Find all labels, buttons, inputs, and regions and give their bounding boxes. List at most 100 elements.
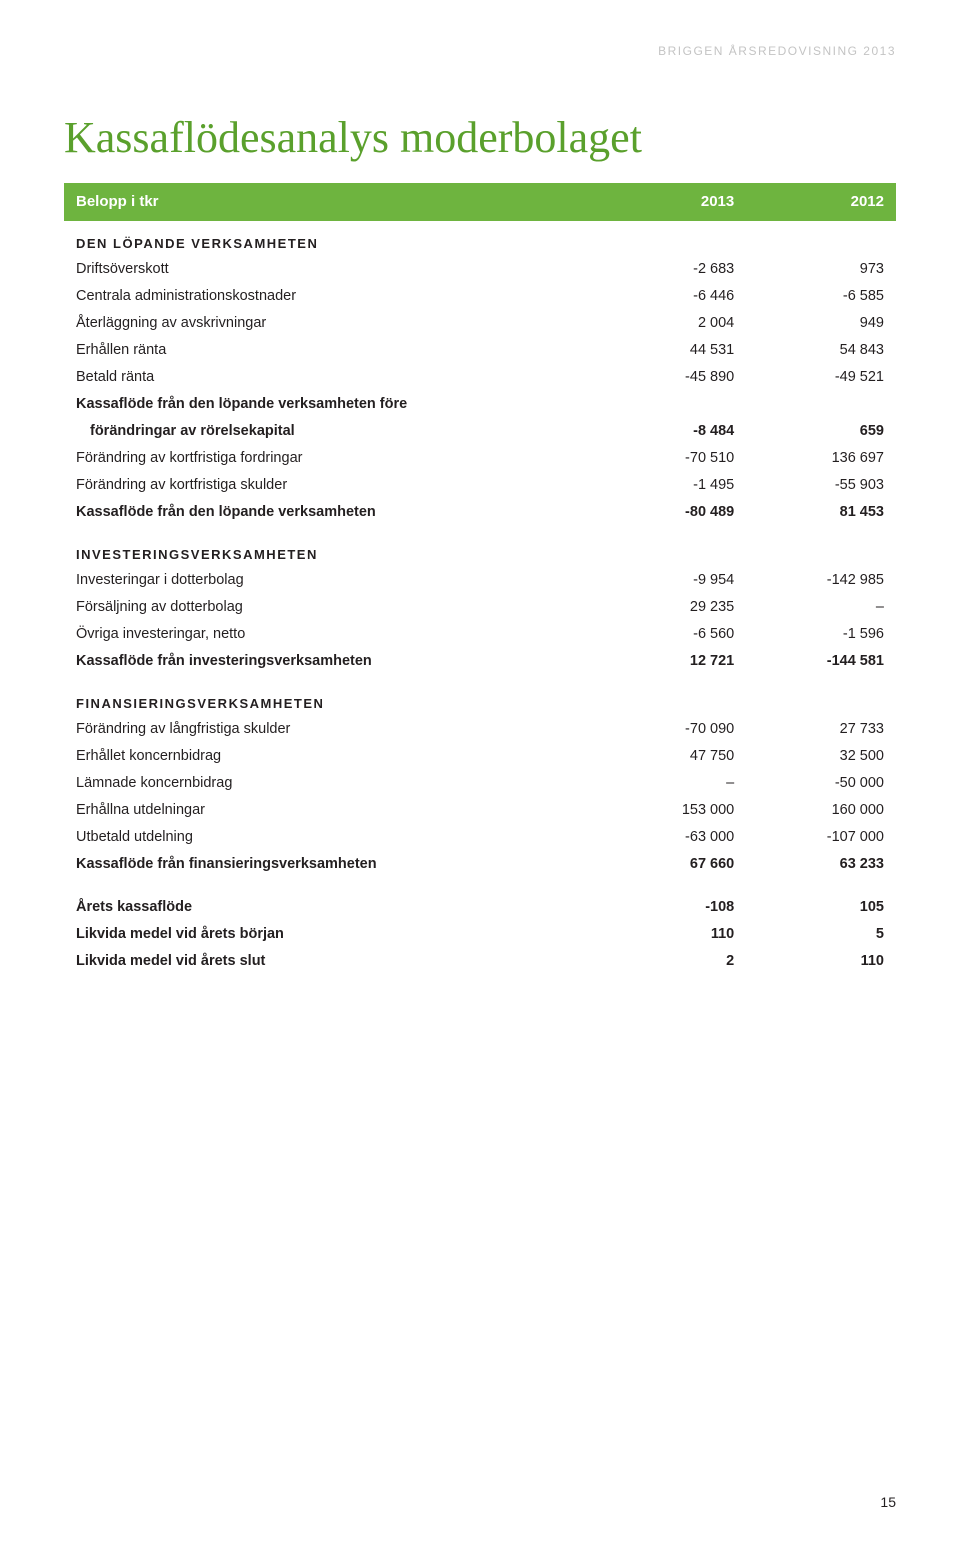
row-label: Förändring av långfristiga skulder [64,716,596,743]
section-heading: DEN LÖPANDE VERKSAMHETEN [64,221,896,256]
row-label: Kassaflöde från finansieringsverksamhete… [64,851,596,878]
table-row: Återläggning av avskrivningar2 004949 [64,310,896,337]
table-row: Erhållet koncernbidrag47 75032 500 [64,743,896,770]
row-value-2012: -6 585 [746,283,896,310]
table-row: Lämnade koncernbidrag–-50 000 [64,770,896,797]
table-row: Erhållna utdelningar153 000160 000 [64,797,896,824]
table-row: Driftsöverskott-2 683973 [64,256,896,283]
row-label: Centrala administrationskostnader [64,283,596,310]
table-row: FINANSIERINGSVERKSAMHETEN [64,675,896,716]
row-value-2013: 110 [596,921,746,948]
table-row: Försäljning av dotterbolag29 235– [64,594,896,621]
row-value-2013: -6 446 [596,283,746,310]
row-value-2012: -107 000 [746,824,896,851]
table-row: Betald ränta-45 890-49 521 [64,364,896,391]
row-value-2013: 47 750 [596,743,746,770]
row-label: Erhållna utdelningar [64,797,596,824]
row-label: Årets kassaflöde [64,894,596,921]
table-row: Kassaflöde från den löpande verksamheten… [64,391,896,418]
row-value-2012: 54 843 [746,337,896,364]
row-label: Övriga investeringar, netto [64,621,596,648]
table-row [64,878,896,894]
row-value-2012: -144 581 [746,648,896,675]
row-label: Försäljning av dotterbolag [64,594,596,621]
section-heading: INVESTERINGSVERKSAMHETEN [64,526,896,567]
table-row: Kassaflöde från den löpande verksamheten… [64,499,896,526]
row-value-2012: 110 [746,948,896,975]
table-row: Centrala administrationskostnader-6 446-… [64,283,896,310]
table-row: Utbetald utdelning-63 000-107 000 [64,824,896,851]
row-value-2013: 2 004 [596,310,746,337]
row-label: Lämnade koncernbidrag [64,770,596,797]
row-value-2012: 136 697 [746,445,896,472]
row-label: Kassaflöde från den löpande verksamheten… [64,391,596,418]
row-value-2013: 2 [596,948,746,975]
section-heading: FINANSIERINGSVERKSAMHETEN [64,675,896,716]
row-label: Erhållen ränta [64,337,596,364]
row-value-2013: -80 489 [596,499,746,526]
row-value-2013: 67 660 [596,851,746,878]
table-row: Erhållen ränta44 53154 843 [64,337,896,364]
table-row: Likvida medel vid årets början1105 [64,921,896,948]
row-value-2013: -45 890 [596,364,746,391]
row-label: Likvida medel vid årets slut [64,948,596,975]
row-value-2012: 160 000 [746,797,896,824]
row-value-2013: -70 510 [596,445,746,472]
row-value-2013: -108 [596,894,746,921]
row-value-2013: 12 721 [596,648,746,675]
table-row: Förändring av kortfristiga skulder-1 495… [64,472,896,499]
row-label: förändringar av rörelsekapital [64,418,596,445]
row-label: Utbetald utdelning [64,824,596,851]
row-value-2013 [596,391,746,418]
table-row: Kassaflöde från investeringsverksamheten… [64,648,896,675]
row-value-2012: 973 [746,256,896,283]
table-header-row: Belopp i tkr 2013 2012 [64,183,896,221]
row-value-2012: -49 521 [746,364,896,391]
row-value-2012: 27 733 [746,716,896,743]
table-row: Kassaflöde från finansieringsverksamhete… [64,851,896,878]
row-value-2012: 81 453 [746,499,896,526]
row-value-2012: -55 903 [746,472,896,499]
row-value-2013: -70 090 [596,716,746,743]
row-value-2013: -1 495 [596,472,746,499]
row-value-2013: – [596,770,746,797]
row-value-2012 [746,391,896,418]
col-header-label: Belopp i tkr [64,183,596,221]
row-value-2013: 44 531 [596,337,746,364]
row-value-2013: -8 484 [596,418,746,445]
row-value-2012: -50 000 [746,770,896,797]
row-value-2013: -6 560 [596,621,746,648]
row-label: Återläggning av avskrivningar [64,310,596,337]
table-row: Årets kassaflöde-108105 [64,894,896,921]
row-label: Likvida medel vid årets början [64,921,596,948]
table-row: Investeringar i dotterbolag-9 954-142 98… [64,567,896,594]
row-value-2012: -1 596 [746,621,896,648]
row-value-2012: – [746,594,896,621]
document-header-caption: BRIGGEN ÅRSREDOVISNING 2013 [64,44,896,58]
table-row: Övriga investeringar, netto-6 560-1 596 [64,621,896,648]
row-value-2012: 105 [746,894,896,921]
row-value-2012: 5 [746,921,896,948]
row-label: Betald ränta [64,364,596,391]
row-value-2013: -9 954 [596,567,746,594]
row-label: Erhållet koncernbidrag [64,743,596,770]
row-value-2012: -142 985 [746,567,896,594]
table-row: Förändring av långfristiga skulder-70 09… [64,716,896,743]
table-row: DEN LÖPANDE VERKSAMHETEN [64,221,896,256]
row-value-2013: 29 235 [596,594,746,621]
page-number: 15 [880,1494,896,1510]
row-label: Kassaflöde från investeringsverksamheten [64,648,596,675]
row-label: Kassaflöde från den löpande verksamheten [64,499,596,526]
table-row: förändringar av rörelsekapital-8 484659 [64,418,896,445]
row-label: Investeringar i dotterbolag [64,567,596,594]
row-value-2012: 659 [746,418,896,445]
page-title: Kassaflödesanalys moderbolaget [64,112,896,163]
row-value-2012: 63 233 [746,851,896,878]
row-value-2013: -63 000 [596,824,746,851]
table-row: Förändring av kortfristiga fordringar-70… [64,445,896,472]
row-value-2013: -2 683 [596,256,746,283]
col-header-2013: 2013 [596,183,746,221]
row-label: Driftsöverskott [64,256,596,283]
col-header-2012: 2012 [746,183,896,221]
table-row: Likvida medel vid årets slut2110 [64,948,896,975]
